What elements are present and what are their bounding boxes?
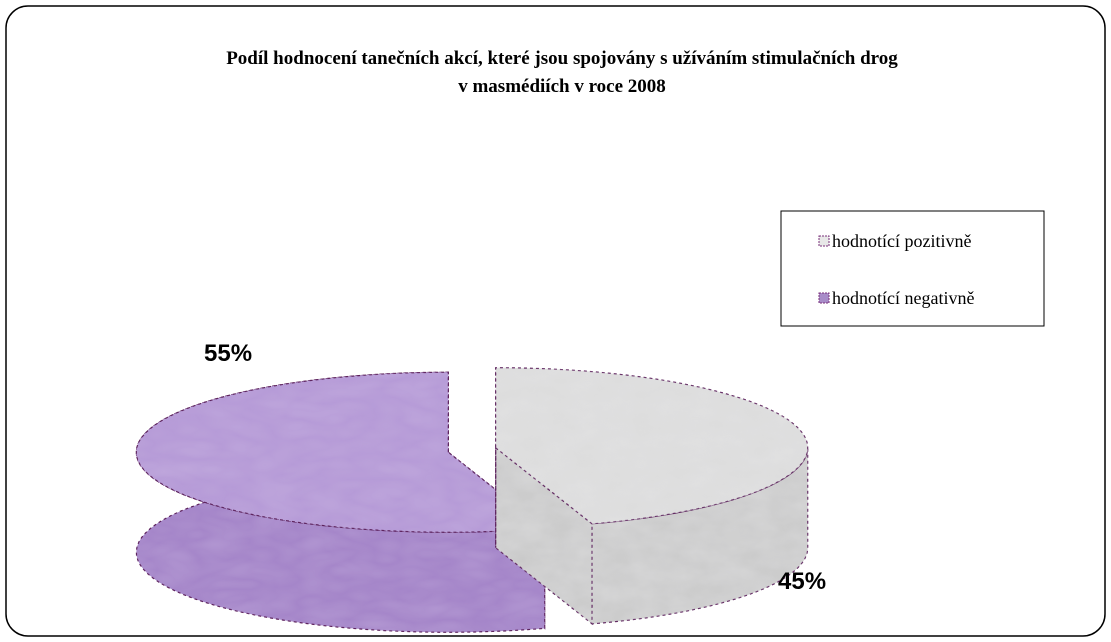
data-label-negative: 55% [204, 340, 252, 367]
slice-positive-wall-texture [495, 447, 593, 624]
legend-box [780, 210, 1045, 327]
legend-item-positive: hodnotící pozitivně [818, 231, 971, 251]
slice-negative-top-texture [136, 372, 545, 533]
data-label-positive: 45% [778, 568, 826, 595]
slice-positive [495, 367, 809, 626]
legend-swatch-negative [818, 292, 830, 304]
chart-title: Podíl hodnocení tanečních akcí, které js… [226, 48, 898, 69]
slice-positive-side-texture [592, 447, 808, 624]
legend-item-negative: hodnotící negativně [818, 288, 974, 308]
slice-positive-top-texture [495, 367, 808, 524]
chart-subtitle: v masmédiích v roce 2008 [458, 76, 666, 97]
legend-label-negative: hodnotící negativně [832, 288, 974, 308]
legend: hodnotící pozitivně hodnotící negativně [780, 210, 1045, 327]
pie-chart [135, 367, 809, 633]
legend-swatch-positive [818, 235, 830, 247]
legend-label-positive: hodnotící pozitivně [832, 231, 971, 251]
